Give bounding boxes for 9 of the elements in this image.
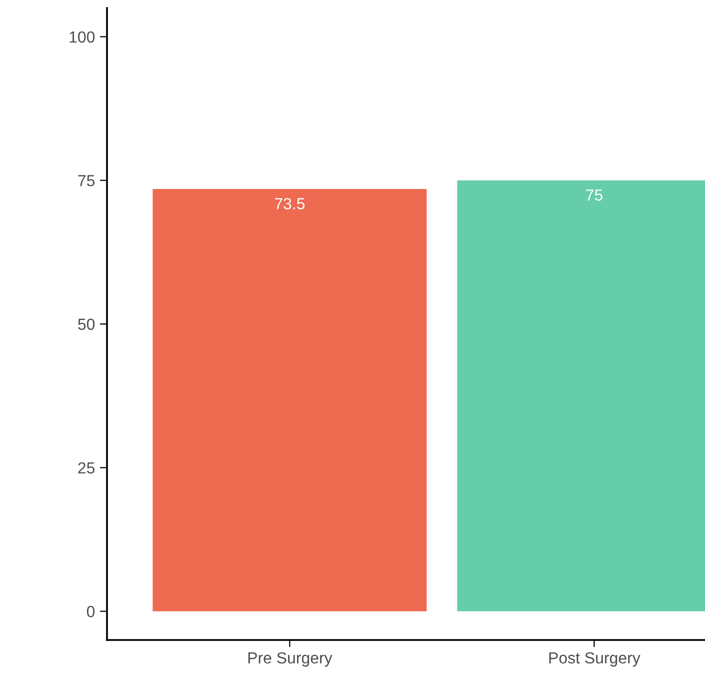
y-tick-label: 75 xyxy=(78,175,95,186)
x-tick-label: Post Surgery xyxy=(549,652,640,667)
y-tick-label: 25 xyxy=(78,462,95,474)
y-tick-label: 50 xyxy=(78,318,95,330)
y-tick-label: 0 xyxy=(86,606,95,618)
data-label: 75 xyxy=(586,190,602,201)
y-tick-label: 100 xyxy=(70,31,95,43)
x-tick-label: Pre Surgery xyxy=(248,652,332,667)
data-label: 73.5 xyxy=(274,198,305,210)
